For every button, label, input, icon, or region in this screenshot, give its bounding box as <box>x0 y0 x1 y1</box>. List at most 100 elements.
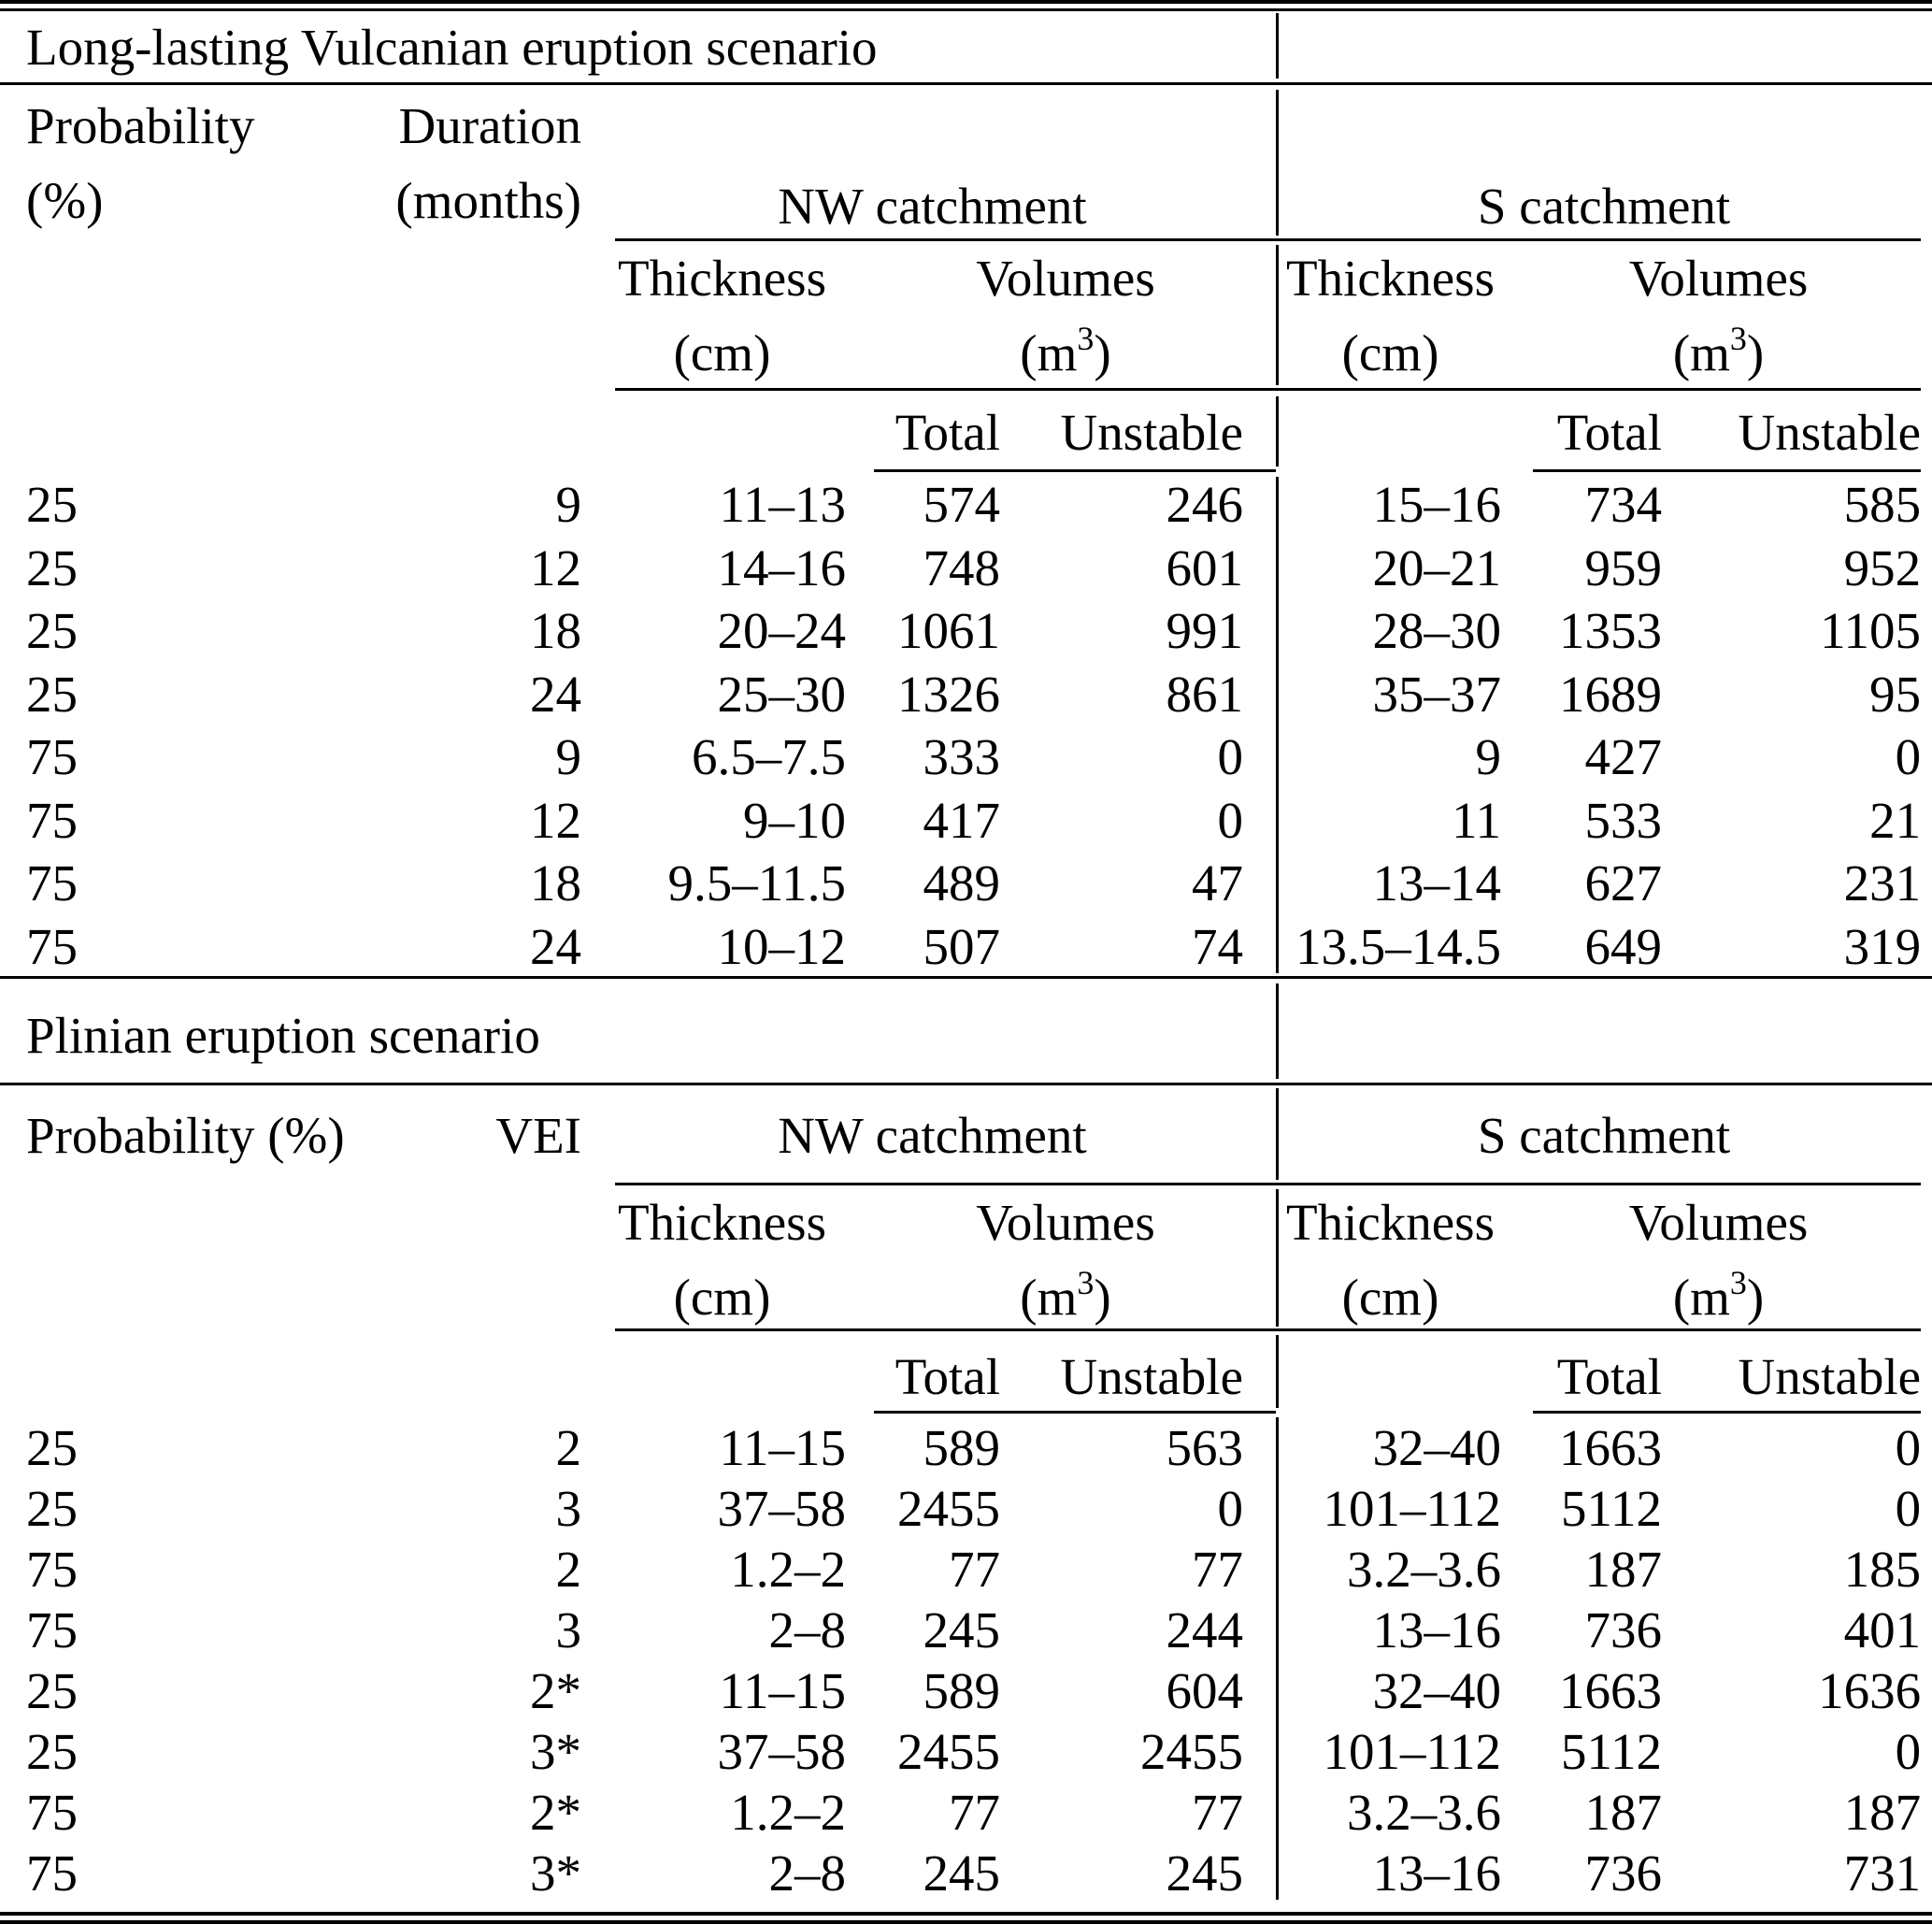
cell: 77 <box>949 1541 1000 1598</box>
cell: 11 <box>1452 791 1501 849</box>
rule-below-s-totals-2 <box>1533 1411 1921 1414</box>
cell: 246 <box>1166 476 1244 534</box>
cell: 3* <box>530 1723 581 1780</box>
cell: 0 <box>1895 1480 1922 1537</box>
cell: 3.2–3.6 <box>1347 1784 1501 1841</box>
cell: 245 <box>1166 1845 1244 1902</box>
cell: 991 <box>1166 602 1244 660</box>
table-row: 75 2* 1.2–2 77 77 3.2–3.6 187 187 <box>0 1782 1932 1843</box>
rule-below-units-1 <box>615 388 1921 391</box>
cell: 734 <box>1584 476 1663 534</box>
rule-below-catchments-1 <box>615 238 1921 241</box>
col-header-vei: VEI <box>495 1106 581 1164</box>
cell: 589 <box>923 1662 1001 1719</box>
cell: 507 <box>923 917 1001 975</box>
superscript: 3 <box>1077 320 1095 357</box>
group-header-s-catchment: S catchment <box>1477 178 1731 235</box>
rule-top-inner <box>0 8 1932 11</box>
spacer <box>280 241 589 391</box>
cell: 25 <box>26 538 78 596</box>
cell: 25 <box>26 476 78 534</box>
cell: 25 <box>26 665 78 723</box>
cell: 18 <box>530 602 581 660</box>
cell: 489 <box>923 854 1001 912</box>
subheader-s-volumes: Volumes (m3) <box>1628 250 1809 381</box>
cell: 77 <box>949 1784 1000 1841</box>
subheader-nw-volumes: Volumes (m3) <box>976 1194 1155 1326</box>
table-row: 75 9 6.5–7.5 333 0 9 427 0 <box>0 725 1932 789</box>
cell: 3 <box>555 1480 582 1537</box>
rule-section-end-1 <box>0 976 1932 979</box>
rule-top-outer <box>0 0 1932 4</box>
cell: 18 <box>530 854 581 912</box>
cell: 9 <box>555 728 582 786</box>
superscript: 3 <box>1729 1264 1747 1301</box>
cell: 11–15 <box>719 1662 846 1719</box>
cell: 333 <box>923 728 1001 786</box>
spacer <box>0 1185 280 1335</box>
cell: 187 <box>1584 1541 1663 1598</box>
cell: 3 <box>555 1601 582 1658</box>
cell: 11–13 <box>719 476 846 534</box>
cell: 25 <box>26 1723 78 1780</box>
cell: 1636 <box>1818 1662 1922 1719</box>
spacer <box>280 1335 589 1417</box>
cell: 1663 <box>1559 1419 1662 1476</box>
subheader-s-total: Total <box>1556 403 1662 461</box>
rule-below-title-1 <box>0 82 1932 85</box>
cell: 2* <box>530 1662 581 1719</box>
col-header-probability: Probability (%) <box>26 97 255 229</box>
cell: 2 <box>555 1541 582 1598</box>
cell: 37–58 <box>717 1723 847 1780</box>
cell: 2* <box>530 1784 581 1841</box>
column-divider <box>1276 245 1279 385</box>
cell: 1326 <box>897 665 1000 723</box>
subheader-nw-volumes: Volumes (m3) <box>976 250 1155 381</box>
rule-below-s-totals-1 <box>1533 469 1921 472</box>
spacer <box>280 391 589 473</box>
cell: 2–8 <box>768 1601 847 1658</box>
spacer <box>0 1335 280 1417</box>
subheader-nw-unstable: Unstable <box>1060 403 1243 461</box>
cell: 187 <box>1584 1784 1663 1841</box>
cell: 75 <box>26 1845 78 1902</box>
cell: 35–37 <box>1372 665 1502 723</box>
cell: 952 <box>1843 538 1922 596</box>
cell: 417 <box>923 791 1001 849</box>
superscript: 3 <box>1077 1264 1095 1301</box>
cell: 959 <box>1584 538 1663 596</box>
cell: 47 <box>1192 854 1243 912</box>
cell: 1.2–2 <box>730 1784 846 1841</box>
cell: 2–8 <box>768 1845 847 1902</box>
cell: 20–24 <box>717 602 847 660</box>
cell: 11–15 <box>719 1419 846 1476</box>
cell: 75 <box>26 1541 78 1598</box>
rule-below-nw-totals-1 <box>874 469 1276 472</box>
cell: 3.2–3.6 <box>1347 1541 1501 1598</box>
subheader-s-unstable: Unstable <box>1738 1347 1922 1405</box>
table-row: 75 2 1.2–2 77 77 3.2–3.6 187 185 <box>0 1539 1932 1600</box>
cell: 731 <box>1843 1845 1922 1902</box>
cell: 231 <box>1843 854 1922 912</box>
cell: 25 <box>26 602 78 660</box>
cell: 25 <box>26 1662 78 1719</box>
cell: 9.5–11.5 <box>667 854 846 912</box>
superscript: 3 <box>1729 320 1747 357</box>
cell: 1105 <box>1820 602 1922 660</box>
cell: 14–16 <box>717 538 847 596</box>
column-divider <box>1276 984 1279 1079</box>
cell: 20–21 <box>1372 538 1502 596</box>
rule-below-nw-totals-2 <box>874 1411 1276 1414</box>
group-header-nw-catchment: NW catchment <box>778 178 1087 235</box>
col-header-probability: Probability (%) <box>26 1106 345 1164</box>
cell: 2455 <box>897 1480 1000 1537</box>
cell: 574 <box>923 476 1001 534</box>
spacer <box>0 241 280 391</box>
subheader-s-thickness: Thickness (cm) <box>1285 250 1495 381</box>
cell: 649 <box>1584 917 1663 975</box>
cell: 245 <box>923 1845 1001 1902</box>
table-row: 75 12 9–10 417 0 11 533 21 <box>0 789 1932 853</box>
column-divider <box>1276 1088 1279 1180</box>
cell: 427 <box>1584 728 1663 786</box>
